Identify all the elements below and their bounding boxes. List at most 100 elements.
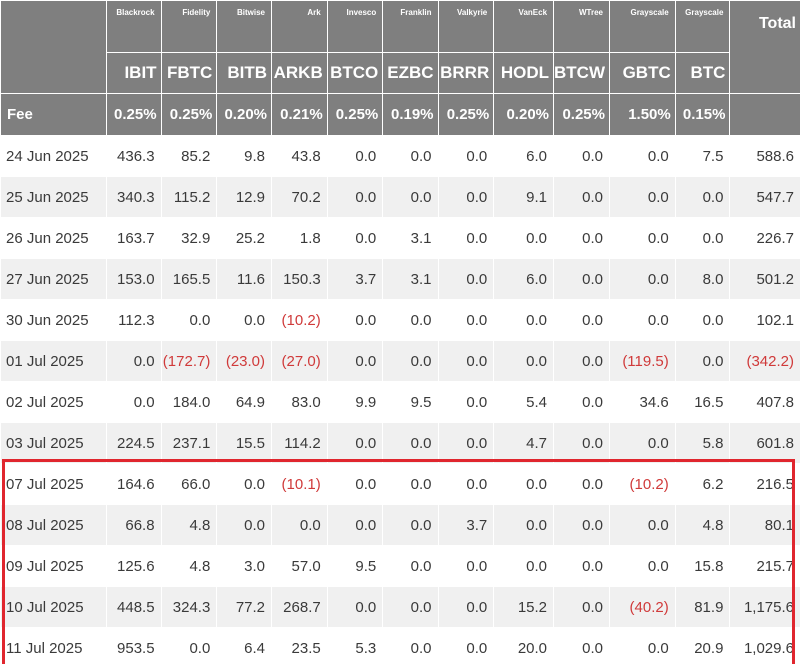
total-column-header: Total (729, 0, 801, 94)
flow-value-cell: 9.9 (326, 381, 384, 423)
ticker-label: FBTC (160, 52, 218, 94)
flow-value-cell: 15.2 (493, 586, 555, 628)
flow-value-cell: 0.0 (437, 463, 495, 505)
fee-value: 0.20% (216, 93, 273, 136)
ticker-label: ARKB (271, 52, 328, 94)
flow-value-cell: 184.0 (160, 381, 218, 423)
flow-value-cell: 268.7 (271, 586, 328, 628)
ticker-label: BRRR (437, 52, 495, 94)
ticker-label: GBTC (609, 52, 676, 94)
flow-value-cell: 0.0 (216, 504, 273, 546)
flow-value-cell: 20.0 (493, 627, 555, 669)
flow-value-cell: 16.5 (674, 381, 731, 423)
flow-value-cell: 0.0 (437, 299, 495, 341)
flow-value-cell: 953.5 (105, 627, 162, 669)
flow-value-cell: 436.3 (105, 135, 162, 177)
flow-value-cell: (172.7) (160, 340, 218, 382)
flows-table-body: 24 Jun 2025 436.3 85.2 9.8 43.8 0.0 0.0 0.0 6.0 0… (0, 135, 801, 669)
fee-value: 0.15% (674, 93, 731, 136)
flow-value-cell: 43.8 (271, 135, 328, 177)
row-total: 215.7 (729, 545, 801, 587)
flow-value-cell: (40.2) (609, 586, 676, 628)
flow-value-cell: 0.0 (382, 340, 439, 382)
flow-value-cell: 1.8 (271, 217, 328, 259)
flow-value-cell: 0.0 (437, 340, 495, 382)
row-date: 07 Jul 2025 (0, 463, 107, 505)
table-row: 24 Jun 2025 436.3 85.2 9.8 43.8 0.0 0.0 0.0 6.0 0… (0, 135, 801, 177)
flow-value-cell: 3.0 (216, 545, 273, 587)
flow-value-cell: 0.0 (493, 463, 555, 505)
row-date: 30 Jun 2025 (0, 299, 107, 341)
flow-value-cell: 0.0 (493, 299, 555, 341)
flow-value-cell: 324.3 (160, 586, 218, 628)
flow-value-cell: 165.5 (160, 258, 218, 300)
row-date: 08 Jul 2025 (0, 504, 107, 546)
flow-value-cell: 0.0 (382, 504, 439, 546)
ticker-label: BTC (674, 52, 731, 94)
issuer-name: Blackrock (105, 0, 162, 53)
flow-value-cell: 3.7 (326, 258, 384, 300)
flow-value-cell: 0.0 (326, 463, 384, 505)
flow-value-cell: 0.0 (493, 340, 555, 382)
issuer-name: VanEck (493, 0, 555, 53)
fee-value: 0.19% (382, 93, 439, 136)
table-row: 11 Jul 2025 953.5 0.0 6.4 23.5 5.3 0.0 0.0 20.0 0… (0, 627, 801, 669)
fee-row: Fee 0.25% 0.25% 0.20% 0.21% 0.25% 0.19% … (0, 93, 801, 136)
flow-value-cell: 0.0 (493, 504, 555, 546)
flow-value-cell: 6.4 (216, 627, 273, 669)
flow-value-cell: (23.0) (216, 340, 273, 382)
flow-value-cell: 0.0 (553, 135, 610, 177)
flow-value-cell: 4.8 (674, 504, 731, 546)
row-total: 547.7 (729, 176, 801, 218)
ticker-label: HODL (493, 52, 555, 94)
flow-value-cell: 0.0 (493, 217, 555, 259)
row-date: 01 Jul 2025 (0, 340, 107, 382)
row-total: 80.1 (729, 504, 801, 546)
flow-value-cell: (10.2) (609, 463, 676, 505)
flow-value-cell: 4.8 (160, 545, 218, 587)
flow-value-cell: 83.0 (271, 381, 328, 423)
flow-value-cell: 32.9 (160, 217, 218, 259)
flow-value-cell: 0.0 (609, 258, 676, 300)
flow-value-cell: 0.0 (326, 422, 384, 464)
fee-value: 0.25% (160, 93, 218, 136)
flow-value-cell: 0.0 (326, 504, 384, 546)
flow-value-cell: 0.0 (437, 586, 495, 628)
flow-value-cell: 0.0 (437, 381, 495, 423)
row-total: 102.1 (729, 299, 801, 341)
flow-value-cell: 5.8 (674, 422, 731, 464)
table-row: 27 Jun 2025 153.0 165.5 11.6 150.3 3.7 3.1 0.0 6… (0, 258, 801, 300)
table-row: 08 Jul 2025 66.8 4.8 0.0 0.0 0.0 0.0 3.7 0.0 0.0 0… (0, 504, 801, 546)
flow-value-cell: 4.8 (160, 504, 218, 546)
corner-header-cell (0, 0, 107, 94)
fee-value: 0.25% (326, 93, 384, 136)
flow-value-cell: 3.7 (437, 504, 495, 546)
row-date: 26 Jun 2025 (0, 217, 107, 259)
flow-value-cell: 0.0 (553, 340, 610, 382)
table-row: 02 Jul 2025 0.0 184.0 64.9 83.0 9.9 9.5 0.0 5.4 0… (0, 381, 801, 423)
row-date: 09 Jul 2025 (0, 545, 107, 587)
row-total: 226.7 (729, 217, 801, 259)
row-date: 02 Jul 2025 (0, 381, 107, 423)
row-total: 1,029.6 (729, 627, 801, 669)
flow-value-cell: 0.0 (382, 463, 439, 505)
flow-value-cell: 3.1 (382, 258, 439, 300)
fee-value: 0.25% (553, 93, 610, 136)
flow-value-cell: 0.0 (326, 217, 384, 259)
flow-value-cell: 8.0 (674, 258, 731, 300)
flow-value-cell: 0.0 (553, 258, 610, 300)
flow-value-cell: 0.0 (609, 627, 676, 669)
flow-value-cell: 0.0 (437, 545, 495, 587)
flow-value-cell: 0.0 (437, 176, 495, 218)
table-row: 03 Jul 2025 224.5 237.1 15.5 114.2 0.0 0.0 0.0 4… (0, 422, 801, 464)
flow-value-cell: 70.2 (271, 176, 328, 218)
flow-value-cell: 9.5 (382, 381, 439, 423)
ticker-label: BTCO (326, 52, 384, 94)
flow-value-cell: 34.6 (609, 381, 676, 423)
ticker-header-row: IBIT FBTC BITB ARKB BTCO EZBC BRRR HODL … (1, 52, 801, 94)
row-date: 24 Jun 2025 (0, 135, 107, 177)
row-total: 588.6 (729, 135, 801, 177)
flow-value-cell: 3.1 (382, 217, 439, 259)
flow-value-cell: 0.0 (326, 586, 384, 628)
